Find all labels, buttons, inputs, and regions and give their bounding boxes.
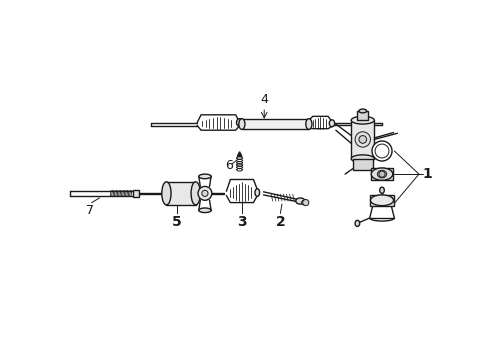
Text: 2: 2 bbox=[275, 215, 285, 229]
Text: 6: 6 bbox=[225, 159, 233, 172]
Ellipse shape bbox=[239, 119, 245, 130]
Ellipse shape bbox=[255, 189, 260, 197]
Polygon shape bbox=[237, 152, 242, 156]
Ellipse shape bbox=[191, 182, 200, 205]
Ellipse shape bbox=[198, 186, 212, 200]
Ellipse shape bbox=[296, 198, 305, 204]
Bar bbox=[133, 189, 140, 197]
Circle shape bbox=[372, 141, 392, 161]
Ellipse shape bbox=[162, 182, 171, 205]
Circle shape bbox=[379, 171, 385, 177]
Ellipse shape bbox=[380, 187, 384, 193]
Text: 5: 5 bbox=[172, 215, 182, 229]
Ellipse shape bbox=[306, 119, 312, 130]
Bar bbox=[370, 195, 393, 206]
Ellipse shape bbox=[351, 116, 374, 124]
Ellipse shape bbox=[329, 120, 335, 127]
Bar bbox=[351, 120, 374, 159]
Circle shape bbox=[355, 132, 370, 147]
Circle shape bbox=[303, 199, 309, 206]
Circle shape bbox=[375, 144, 389, 158]
Ellipse shape bbox=[377, 170, 387, 178]
Ellipse shape bbox=[202, 190, 208, 197]
Bar bbox=[371, 168, 393, 180]
Bar bbox=[242, 119, 309, 130]
Ellipse shape bbox=[199, 208, 211, 213]
Ellipse shape bbox=[370, 195, 393, 206]
Ellipse shape bbox=[351, 155, 374, 163]
Bar bbox=[167, 182, 196, 205]
Ellipse shape bbox=[371, 168, 393, 180]
Circle shape bbox=[359, 136, 367, 143]
Text: 4: 4 bbox=[260, 93, 268, 105]
Text: 3: 3 bbox=[237, 215, 246, 229]
Bar bbox=[353, 159, 373, 170]
Ellipse shape bbox=[359, 109, 367, 113]
Ellipse shape bbox=[199, 174, 211, 179]
Text: 7: 7 bbox=[86, 204, 94, 217]
Ellipse shape bbox=[237, 119, 243, 126]
Text: 1: 1 bbox=[423, 167, 433, 181]
Ellipse shape bbox=[355, 220, 360, 226]
Bar bbox=[357, 111, 368, 120]
Ellipse shape bbox=[301, 200, 307, 205]
